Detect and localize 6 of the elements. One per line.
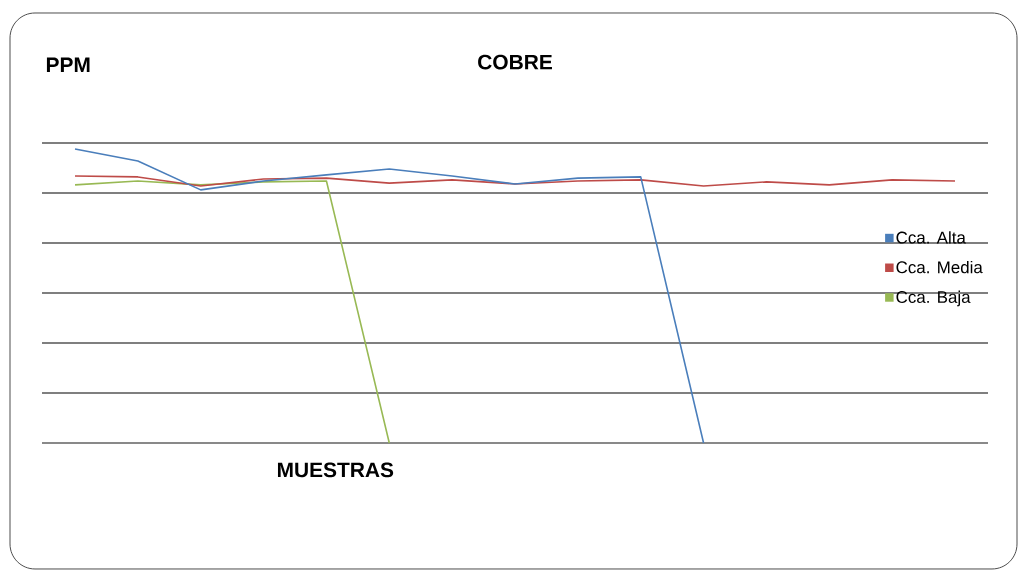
y-axis-title: PPM	[46, 57, 90, 72]
legend-label: Cca. Baja	[896, 290, 971, 307]
x-axis-title: MUESTRAS	[277, 462, 394, 478]
legend-label: Cca. Alta	[896, 231, 966, 244]
chart-title: COBRE	[478, 54, 552, 70]
legend-label: Cca. Media	[896, 260, 983, 274]
